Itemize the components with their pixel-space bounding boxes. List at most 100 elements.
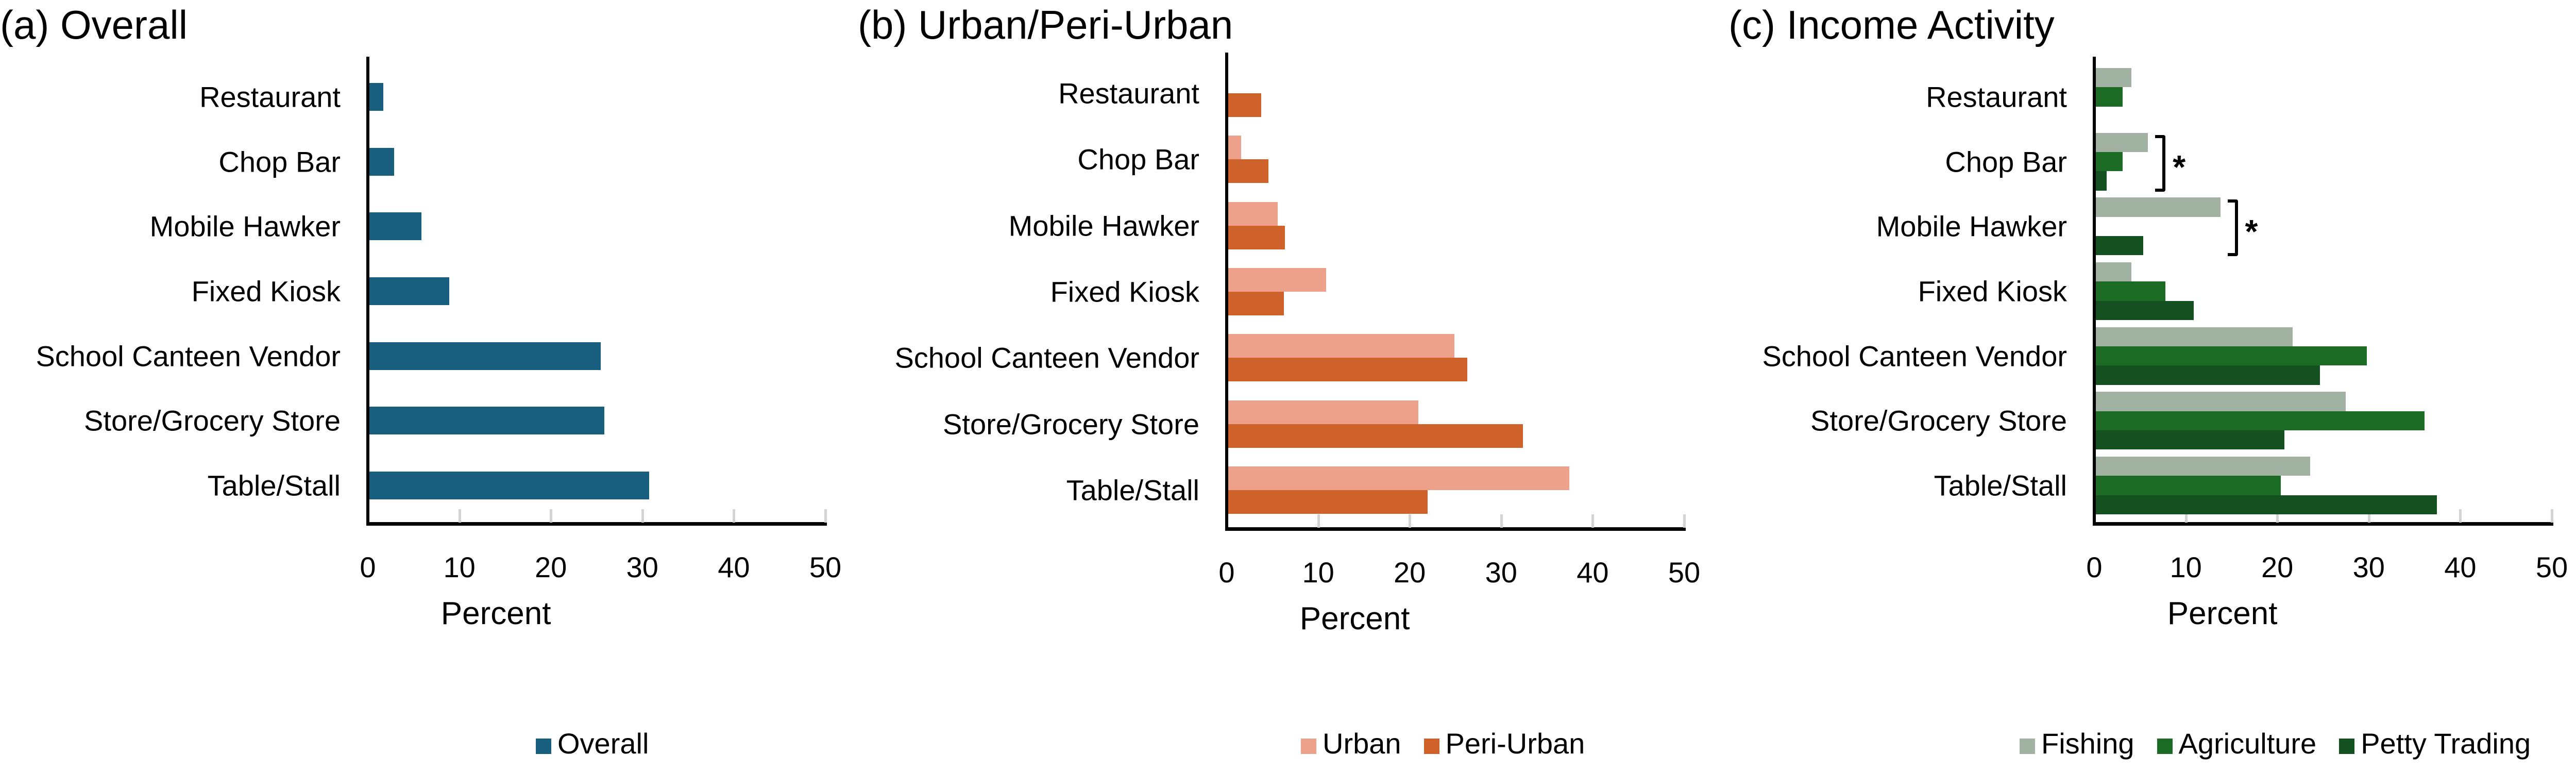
bar-peri-urban [1228, 225, 1285, 249]
legend-item[interactable]: Peri-Urban [1423, 727, 1585, 760]
bar-group [1228, 334, 1686, 382]
category-label: Fixed Kiosk [1918, 275, 2067, 308]
legend-swatch-icon [1423, 738, 1439, 754]
x-tick-label: 30 [626, 551, 658, 583]
bar-group [1228, 400, 1686, 448]
bar-fishing [2096, 68, 2132, 88]
x-tick-label: 20 [535, 551, 567, 583]
x-tick-label: 0 [1218, 556, 1235, 589]
bar-group [1228, 466, 1686, 514]
x-tick [458, 509, 461, 523]
bar-agriculture [2096, 476, 2281, 495]
bar-overall [369, 82, 383, 111]
x-tick [2367, 509, 2370, 523]
bar-group [369, 342, 827, 370]
bar-group [2096, 457, 2553, 515]
legend: Fishing Agriculture Petty Trading [2020, 727, 2553, 760]
x-tick-label: 10 [443, 551, 476, 583]
category-label: Mobile Hawker [1876, 210, 2067, 243]
bar-agriculture [2096, 152, 2123, 172]
category-label: Table/Stall [207, 469, 341, 502]
category-label: Chop Bar [1945, 145, 2067, 178]
legend-label: Overall [557, 727, 649, 760]
x-tick-label: 20 [2261, 551, 2294, 583]
significance-bracket [2155, 135, 2166, 192]
category-label: Mobile Hawker [149, 210, 341, 243]
x-axis-title: Percent [2167, 596, 2278, 631]
x-tick [733, 509, 736, 523]
plot-area: 0 10 20 30 40 50 Percent [360, 57, 841, 631]
bar-agriculture [2096, 346, 2367, 366]
legend-item[interactable]: Agriculture [2157, 727, 2316, 760]
category-label: Table/Stall [1066, 474, 1199, 507]
plot-area: 0 10 20 30 40 50 Percent * * [2086, 57, 2568, 631]
legend-item[interactable]: Fishing [2020, 727, 2134, 760]
bar-overall [369, 342, 601, 370]
legend-label: Petty Trading [2361, 727, 2531, 760]
bar-group [2096, 197, 2553, 256]
x-tick-label: 10 [1302, 556, 1334, 589]
legend-item[interactable]: Urban [1301, 727, 1401, 760]
legend-swatch-icon [2157, 738, 2173, 754]
bar-petty-trading [2096, 300, 2194, 320]
bar-overall [369, 407, 605, 435]
bar-fishing [2096, 132, 2148, 152]
bar-group [1228, 136, 1686, 183]
bar-group [369, 407, 827, 435]
panel-title: (c) Income Activity [1728, 2, 2055, 47]
legend-swatch-icon [1301, 738, 1316, 754]
x-tick-label: 10 [2170, 551, 2202, 583]
legend-label: Urban [1323, 727, 1401, 760]
bar-group [1228, 70, 1686, 118]
x-tick [1409, 514, 1412, 528]
bar-group [369, 147, 827, 176]
bar-group [369, 82, 827, 111]
category-label: Fixed Kiosk [191, 275, 341, 308]
x-axis-line [366, 522, 827, 526]
bar-group [2096, 262, 2553, 320]
bar-peri-urban [1228, 292, 1284, 315]
y-axis-line [1225, 53, 1228, 531]
panel-title: (b) Urban/Peri-Urban [858, 2, 1233, 47]
legend-item[interactable]: Petty Trading [2339, 727, 2531, 760]
y-axis-line [2093, 57, 2096, 526]
bar-agriculture [2096, 281, 2165, 301]
category-label: Restaurant [1926, 80, 2067, 113]
significance-star: * [2173, 148, 2186, 186]
bar-group [2096, 68, 2553, 126]
bar-fishing [2096, 327, 2293, 347]
category-label: Store/Grocery Store [943, 408, 1199, 441]
bar-group [369, 277, 827, 305]
category-label: Chop Bar [1077, 143, 1199, 176]
legend-label: Peri-Urban [1445, 727, 1585, 760]
x-tick [550, 509, 553, 523]
x-tick [1500, 514, 1503, 528]
category-label: Chop Bar [218, 145, 341, 178]
bar-overall [369, 147, 394, 176]
x-tick-label: 50 [809, 551, 842, 583]
bar-overall [369, 472, 650, 500]
x-axis-line [2093, 522, 2553, 526]
bar-petty-trading [2096, 495, 2437, 515]
legend-item[interactable]: Overall [536, 727, 649, 760]
significance-star: * [2245, 213, 2258, 250]
bar-peri-urban [1228, 159, 1269, 183]
x-tick-label: 30 [1485, 556, 1517, 589]
y-axis-line [366, 57, 369, 526]
bar-peri-urban [1228, 358, 1467, 382]
x-tick-label: 0 [2086, 551, 2103, 583]
bar-urban [1228, 466, 1570, 490]
bar-group [369, 472, 827, 500]
legend-swatch-icon [2020, 738, 2035, 754]
significance-bracket [2227, 199, 2238, 257]
panel-title: (a) Overall [0, 2, 188, 47]
x-tick [1683, 514, 1686, 528]
bar-group [2096, 392, 2553, 450]
x-tick [824, 509, 827, 523]
bar-petty-trading [2096, 365, 2320, 385]
bar-urban [1228, 202, 1278, 226]
x-tick-label: 50 [1668, 556, 1701, 589]
bar-peri-urban [1228, 490, 1428, 514]
